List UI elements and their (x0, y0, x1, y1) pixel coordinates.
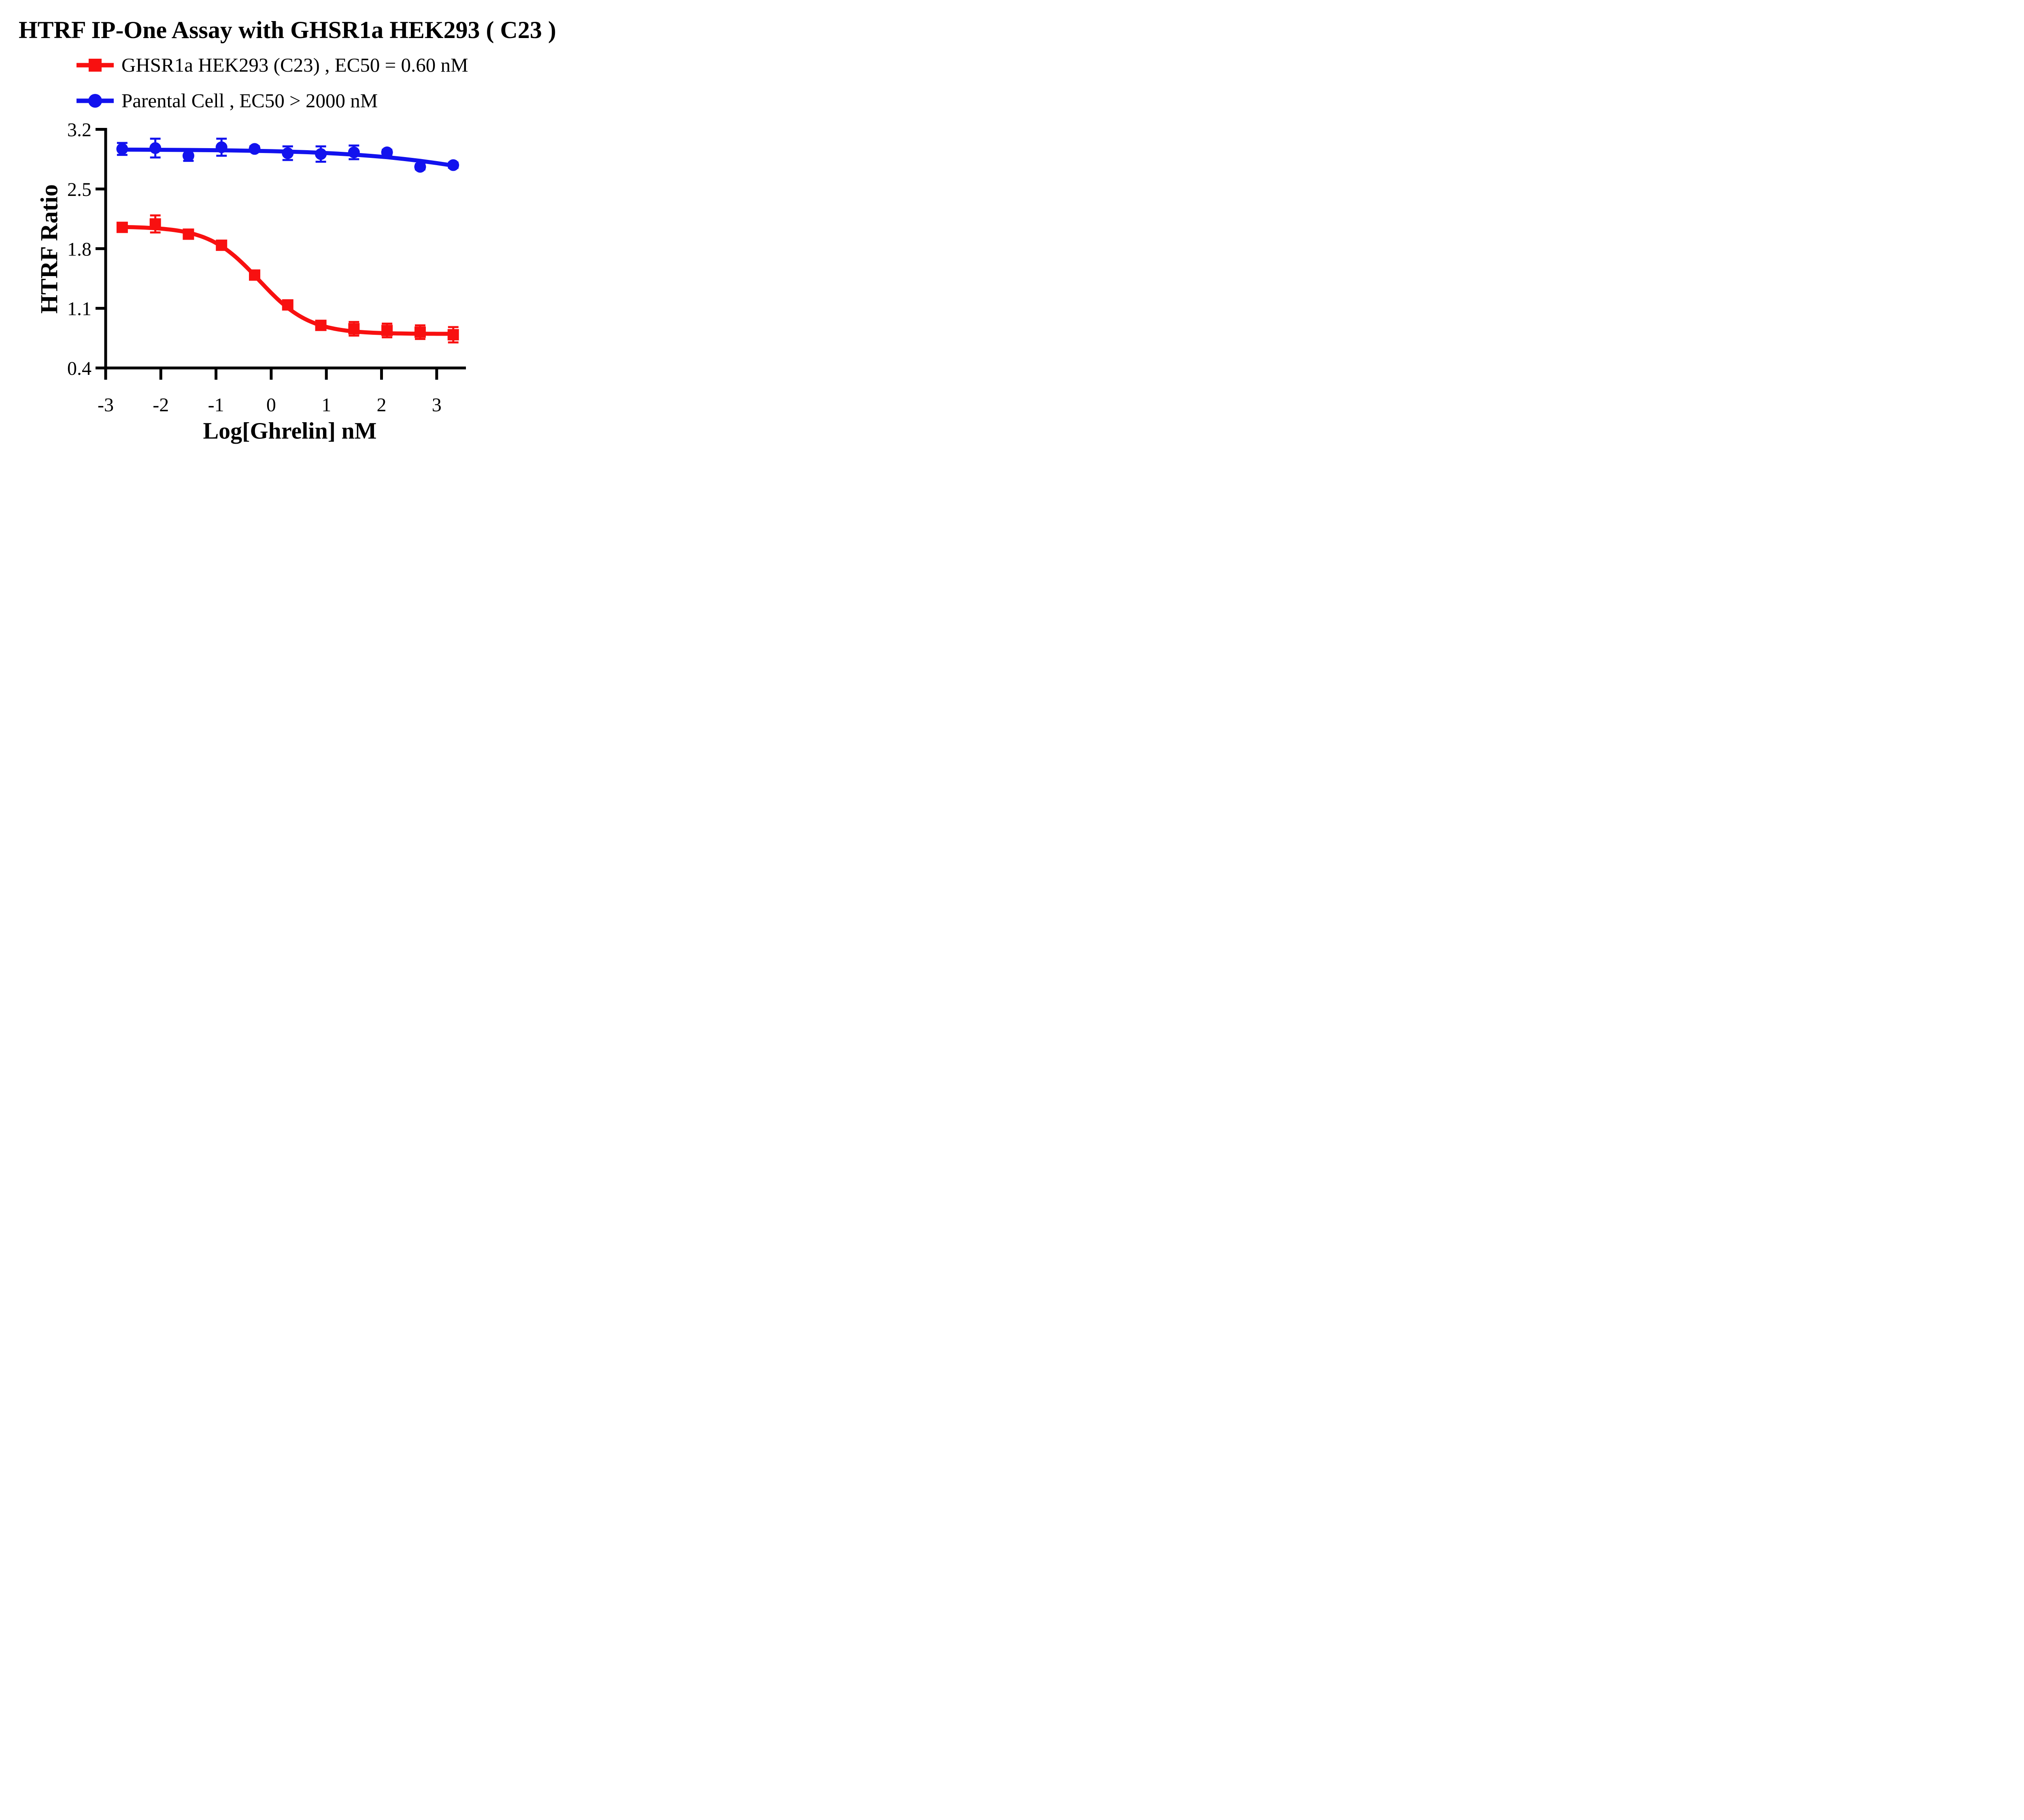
series-ghsr1a (116, 214, 459, 344)
data-point-circle (381, 146, 393, 158)
x-tick-label: 0 (266, 394, 276, 416)
red-square-marker-icon (77, 58, 114, 72)
x-axis-label: Log[Ghrelin] nM (203, 417, 377, 444)
data-point-circle (315, 148, 327, 160)
markers (116, 218, 459, 340)
data-point-circle (182, 150, 194, 162)
axes (96, 128, 466, 380)
error-bars (117, 214, 459, 344)
chart: HTRF IP-One Assay with GHSR1a HEK293 ( C… (0, 0, 569, 455)
markers (116, 141, 459, 173)
data-point-circle (447, 159, 459, 171)
y-tick-label: 1.1 (67, 298, 91, 320)
y-tick-label: 2.5 (67, 179, 91, 200)
data-point-square (315, 319, 327, 331)
data-point-circle (414, 161, 426, 173)
x-tick-label: 1 (321, 394, 331, 416)
data-point-square (282, 299, 293, 311)
y-tick-label: 1.8 (67, 238, 91, 260)
plot-area: 3.2 2.5 1.8 1.1 0.4 -3 -2 -1 0 1 2 3 (67, 119, 466, 416)
data-point-circle (215, 141, 227, 153)
legend-item-ghsr1a: GHSR1a HEK293 (C23) , EC50 = 0.60 nM (75, 54, 468, 76)
chart-title: HTRF IP-One Assay with GHSR1a HEK293 ( C… (19, 17, 556, 43)
data-point-square (447, 329, 459, 340)
x-tick-label: -3 (98, 394, 114, 416)
data-point-square (249, 269, 261, 281)
data-point-square (216, 239, 227, 251)
legend-item-parental: Parental Cell , EC50 > 2000 nM (75, 90, 378, 112)
data-point-circle (116, 143, 128, 155)
data-point-square (116, 221, 128, 233)
tick-labels: 3.2 2.5 1.8 1.1 0.4 -3 -2 -1 0 1 2 3 (67, 119, 442, 416)
y-tick-label: 0.4 (67, 358, 91, 379)
x-tick-label: 3 (432, 394, 442, 416)
data-point-circle (282, 147, 294, 159)
y-tick-label: 3.2 (67, 119, 91, 141)
data-point-circle (249, 143, 261, 155)
data-point-circle (149, 142, 162, 154)
data-point-square (149, 218, 161, 230)
data-point-circle (348, 146, 360, 158)
legend-label-parental: Parental Cell , EC50 > 2000 nM (121, 89, 378, 112)
series-parental (116, 138, 459, 173)
fit-curve (120, 225, 455, 336)
legend-label-ghsr1a: GHSR1a HEK293 (C23) , EC50 = 0.60 nM (121, 54, 468, 76)
blue-circle-marker-icon (77, 94, 114, 108)
x-tick-label: -2 (153, 394, 169, 416)
data-point-square (348, 323, 360, 335)
data-point-square (183, 228, 194, 240)
x-tick-label: 2 (377, 394, 387, 416)
data-point-square (414, 326, 426, 338)
data-point-square (381, 325, 393, 336)
x-tick-label: -1 (208, 394, 224, 416)
